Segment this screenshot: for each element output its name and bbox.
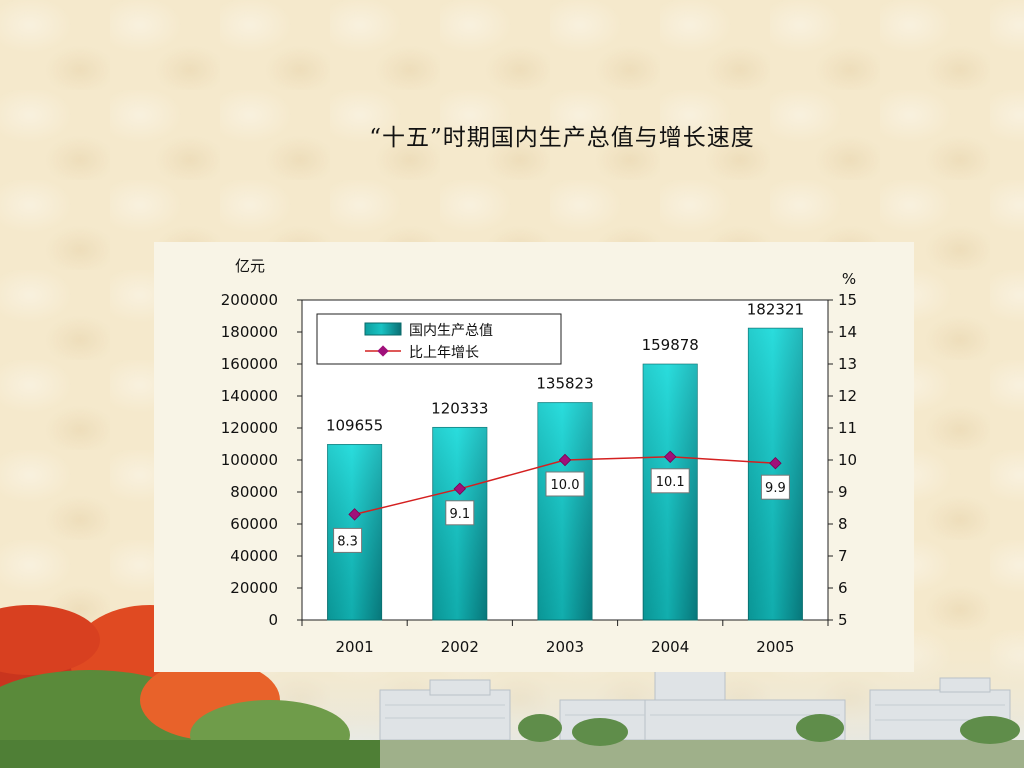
growth-label-box [333,527,363,553]
growth-value-label: 9.9 [765,481,786,496]
growth-marker [348,508,361,521]
y-left-tick-label: 0 [268,611,278,629]
y-right-tick-label: 9 [838,483,848,501]
growth-marker [769,456,782,470]
y-left-tick-label: 40000 [230,547,278,565]
growth-marker [663,450,677,464]
y-left-tick-label: 140000 [221,387,278,405]
growth-label-box [445,500,475,526]
y-right-tick-label: 6 [838,579,848,597]
y-right-tick-label: 14 [838,323,857,341]
bar-value-label: 120333 [431,399,488,417]
legend-label-bar: 国内生产总值 [409,323,493,339]
legend-swatch-bar [364,322,402,336]
growth-label-box [650,468,690,494]
y-right-tick-label: 11 [838,419,857,437]
growth-value-label: 10.0 [551,478,580,493]
bar-value-label: 135823 [536,375,593,393]
x-tick-label: 2002 [441,638,479,656]
y-right-unit: % [842,270,856,288]
legend-box [316,313,562,365]
growth-value-label: 10.1 [656,475,685,490]
x-tick-label: 2005 [756,638,794,656]
y-left-unit: 亿元 [235,257,265,275]
y-left-tick-label: 120000 [221,419,278,437]
y-left-tick-label: 180000 [221,323,278,341]
bar-value-label: 159878 [642,336,699,354]
bar-shade [538,402,592,620]
y-right-tick-label: 12 [838,387,857,405]
y-right-tick-label: 8 [838,515,848,533]
bar-value-label: 182321 [747,300,804,318]
bar-value-label: 109655 [326,417,383,435]
y-right-tick-label: 10 [838,451,857,469]
growth-value-label: 8.3 [337,534,358,549]
page-title: “十五”时期国内生产总值与增长速度 [369,125,755,151]
y-right-tick-label: 7 [838,547,848,565]
y-left-tick-label: 20000 [230,579,278,597]
y-left-tick-label: 160000 [221,355,278,373]
growth-marker [558,453,572,467]
x-tick-label: 2003 [546,638,584,656]
bar-shade [748,328,803,620]
y-right-tick-label: 13 [838,355,857,373]
growth-value-label: 9.1 [449,507,470,522]
x-tick-label: 2004 [651,638,689,656]
y-left-tick-label: 100000 [221,451,278,469]
growth-label-box [760,474,790,500]
growth-label-box [545,471,585,497]
red-flower-tree-illustration [0,605,380,768]
x-tick-label: 2001 [336,638,374,656]
y-left-tick-label: 80000 [230,483,278,501]
y-left-tick-label: 200000 [221,291,278,309]
growth-marker [453,482,467,496]
chart: 0 20000 40000 60000 80000 100000 120000 140000 1… [221,257,857,656]
y-right-tick-label: 5 [838,611,848,629]
chart-panel: 0 20000 40000 60000 80000 100000 120000 140000 1… [154,242,914,672]
legend-label-line: 比上年增长 [409,345,479,361]
y-left-tick-label: 60000 [230,515,278,533]
y-right-tick-label: 15 [838,291,857,309]
